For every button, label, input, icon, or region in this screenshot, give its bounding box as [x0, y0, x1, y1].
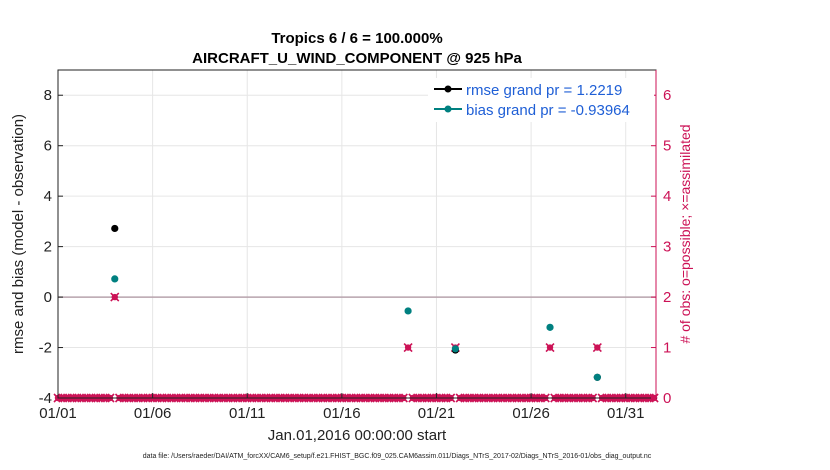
bias-point — [404, 307, 412, 315]
legend-rmse-label: rmse grand pr = 1.2219 — [466, 82, 622, 99]
y-tick-label: 4 — [44, 188, 52, 205]
bias-point — [593, 373, 601, 381]
legend-rmse-marker — [444, 85, 452, 93]
chart-title-line1: Tropics 6 / 6 = 100.000% — [271, 30, 442, 47]
right-y-axis-label: # of obs: o=possible; ×=assimilated — [677, 124, 693, 343]
chart-title-line2: AIRCRAFT_U_WIND_COMPONENT @ 925 hPa — [192, 50, 522, 67]
obs-assimilated-marker — [545, 342, 555, 353]
obs-assimilated-marker — [110, 292, 120, 302]
y-tick-label: -2 — [39, 340, 52, 357]
obs-assimilated-marker — [403, 342, 413, 353]
right-y-tick-label: 4 — [663, 188, 671, 205]
right-y-axis-ticks: 0 1 2 3 4 5 6 — [651, 87, 671, 407]
obs-count-marker — [110, 292, 120, 302]
right-y-tick-label: 5 — [663, 138, 671, 155]
right-y-tick-label: 2 — [663, 289, 671, 306]
bias-point — [546, 323, 554, 331]
x-axis-label: Jan.01,2016 00:00:00 start — [268, 427, 447, 444]
legend-bias-marker — [444, 105, 452, 113]
x-tick-label: 01/31 — [607, 405, 645, 422]
y-tick-label: 2 — [44, 239, 52, 256]
y-axis-ticks: -4 -2 0 2 4 6 8 — [39, 87, 63, 407]
obs-count-marker — [545, 342, 555, 353]
right-y-tick-label: 6 — [663, 87, 671, 104]
x-axis-ticks: 01/01 01/06 01/11 01/16 01/21 01/26 01/31 — [39, 393, 644, 422]
y-tick-label: 8 — [44, 87, 52, 104]
legend-box — [428, 78, 654, 122]
x-tick-label: 01/11 — [229, 405, 265, 422]
bias-point — [451, 345, 460, 353]
bias-series — [111, 275, 601, 381]
obs-assimilated-marker — [592, 342, 602, 353]
legend: rmse grand pr = 1.2219 bias grand pr = -… — [428, 78, 654, 122]
legend-bias-label: bias grand pr = -0.93964 — [466, 102, 630, 119]
plot-background — [58, 70, 656, 398]
obs-count-marker — [592, 342, 602, 353]
right-y-tick-label: 0 — [663, 390, 671, 407]
y-tick-label: 0 — [44, 289, 52, 306]
x-tick-label: 01/06 — [134, 405, 172, 422]
x-tick-label: 01/21 — [418, 405, 456, 422]
plot-area — [53, 69, 659, 403]
right-y-tick-label: 3 — [663, 239, 671, 256]
y-tick-label: 6 — [44, 138, 52, 155]
y-tick-label: -4 — [39, 390, 52, 407]
data-file-footnote: data file: /Users/raeder/DAI/ATM_forcXX/… — [143, 453, 652, 460]
x-tick-label: 01/16 — [323, 405, 361, 422]
obs-count-marker — [403, 342, 413, 353]
rmse-point — [111, 224, 119, 233]
bias-point — [111, 275, 119, 283]
x-tick-label: 01/26 — [512, 405, 550, 422]
y-axis-label: rmse and bias (model - observation) — [10, 114, 27, 354]
right-y-tick-label: 1 — [663, 340, 671, 357]
x-tick-label: 01/01 — [39, 405, 77, 422]
